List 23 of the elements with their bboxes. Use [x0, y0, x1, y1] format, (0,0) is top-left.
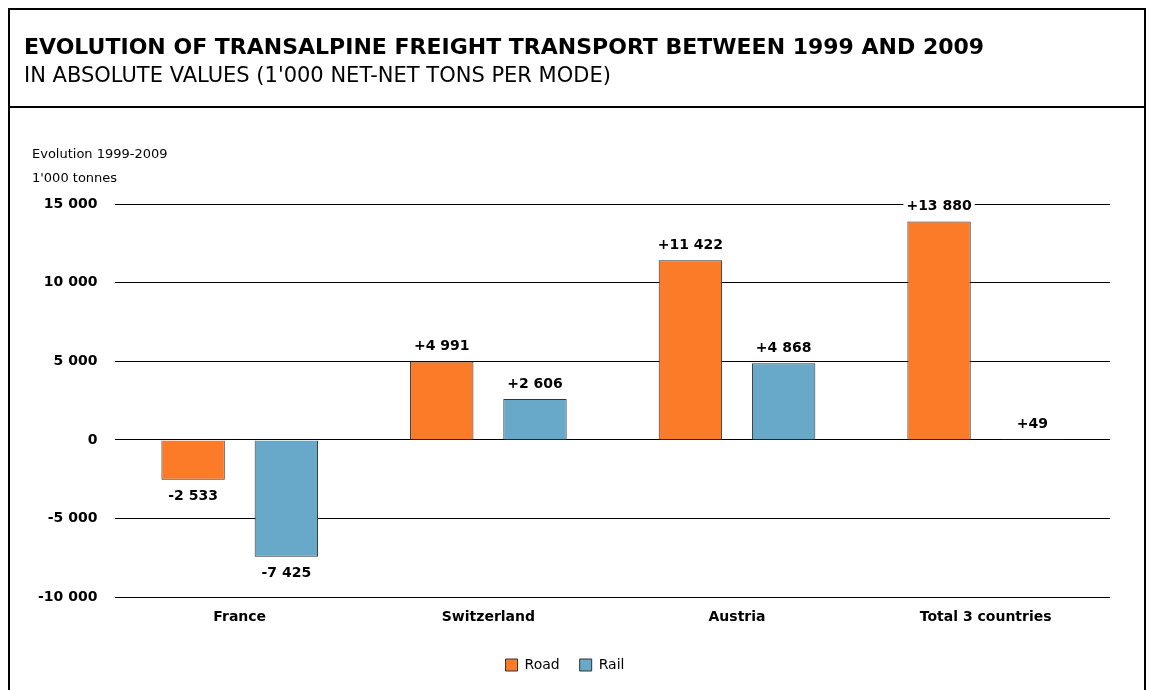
chart-title: EVOLUTION OF TRANSALPINE FREIGHT TRANSPORT BETWEEN 1999 AND 2009 — [24, 34, 986, 59]
y-tick-label: 0 — [87, 430, 98, 447]
data-label: -2 533 — [168, 487, 218, 504]
y-tick-label: -10 000 — [38, 587, 98, 604]
x-tick-label: Switzerland — [441, 608, 536, 625]
data-label: +11 422 — [657, 235, 724, 252]
legend-label: Rail — [598, 655, 625, 672]
data-label: +4 991 — [413, 337, 470, 354]
data-label: +4 868 — [755, 339, 812, 355]
x-tick-label: Total 3 countries — [919, 608, 1052, 625]
y-tick-label: -5 000 — [47, 509, 98, 526]
y-tick-label: 10 000 — [43, 273, 98, 290]
chart-subtitle: IN ABSOLUTE VALUES (1'000 NET-NET TONS PER MODE) — [24, 63, 612, 87]
y-axis-title: Evolution 1999-2009 1'000 tonnes — [32, 145, 168, 185]
data-label: +2 606 — [507, 374, 563, 391]
x-tick-label: Austria — [708, 608, 766, 625]
y-tick-label: 15 000 — [43, 194, 98, 211]
legend-label: Road — [524, 655, 560, 672]
data-label: -7 425 — [261, 564, 312, 581]
data-label: +49 — [1016, 414, 1048, 431]
y-tick-label: 5 000 — [53, 351, 98, 368]
data-label: +13 880 — [906, 197, 972, 214]
x-tick-label: France — [213, 608, 267, 625]
